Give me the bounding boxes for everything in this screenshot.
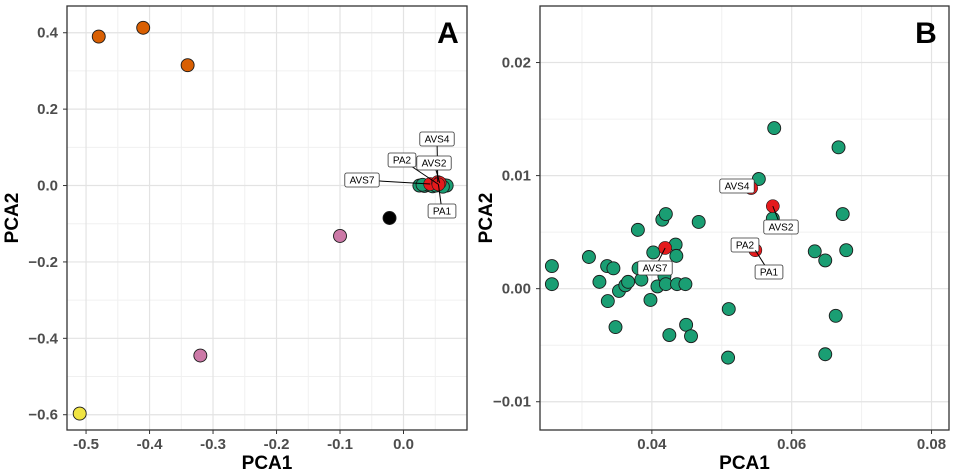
point-label: PA2 <box>736 241 755 252</box>
x-tick-label: -0.1 <box>327 436 353 453</box>
y-tick-label: 0.2 <box>37 101 58 118</box>
x-axis-title: PCA1 <box>242 453 293 474</box>
y-tick-label: 0.00 <box>502 281 531 298</box>
x-tick-label: 0.04 <box>637 436 667 453</box>
point-green <box>807 244 822 259</box>
point-green <box>643 293 658 307</box>
x-tick-label: 0.0 <box>393 436 414 453</box>
panel-letter: B <box>915 17 937 50</box>
x-axis-title: PCA1 <box>719 453 770 474</box>
y-axis-title: PCA2 <box>476 193 497 244</box>
label-box <box>754 264 784 280</box>
x-tick-label: 0.08 <box>917 436 946 453</box>
y-tick-label: −0.4 <box>28 330 58 347</box>
point-green <box>592 274 607 289</box>
point-pink <box>333 229 347 243</box>
point-label: PA1 <box>760 268 779 279</box>
y-tick-label: −0.01 <box>493 394 531 411</box>
point-green <box>721 350 736 365</box>
plot-border <box>539 5 950 431</box>
point-label: AVS2 <box>422 159 447 170</box>
label-box <box>416 155 452 171</box>
label-box <box>344 172 380 188</box>
point-green <box>767 121 782 136</box>
point-label: AVS7 <box>643 264 668 275</box>
point-orange <box>136 20 151 35</box>
point-orange <box>180 58 195 73</box>
label-box <box>419 131 455 147</box>
plot-border <box>66 5 468 431</box>
point-green <box>828 308 843 323</box>
point-black <box>382 211 397 225</box>
point-green <box>669 248 684 263</box>
x-tick-label: -0.2 <box>264 436 290 453</box>
label-box <box>763 219 799 235</box>
point-green <box>662 328 677 342</box>
point-yellow <box>72 406 87 421</box>
point-label: AVS4 <box>725 182 750 193</box>
point-green <box>684 329 698 344</box>
point-green <box>630 222 645 237</box>
point-green <box>818 253 833 268</box>
panel-b: 0.04 0.06 0.08 0.02 0.01 0.00 −0.01 PCA1 PCA2 B AV… <box>476 5 950 474</box>
x-tick-label: 0.06 <box>777 436 806 453</box>
point-green <box>839 243 854 258</box>
y-tick-label: 0.0 <box>37 178 58 195</box>
y-tick-label: 0.02 <box>502 55 531 72</box>
point-green <box>600 294 615 309</box>
y-tick-label: −0.2 <box>28 254 58 271</box>
panel-letter: A <box>437 17 459 50</box>
point-green <box>691 215 706 229</box>
point-green <box>658 207 673 221</box>
panel-a: -0.5 -0.4 -0.3 -0.2 -0.1 0.0 0.4 0.2 0.0 −0.2 −0.4… <box>2 5 468 474</box>
x-tick-label: -0.4 <box>137 436 164 453</box>
point-label: PA2 <box>393 156 412 167</box>
point-label: AVS7 <box>350 176 375 187</box>
point-green <box>581 250 596 264</box>
x-tick-label: -0.5 <box>73 436 99 453</box>
point-green <box>606 261 621 276</box>
point-label: PA1 <box>433 207 452 218</box>
label-box <box>730 237 760 253</box>
point-label: AVS2 <box>769 223 794 234</box>
point-label: AVS4 <box>425 135 450 146</box>
point-green <box>818 347 833 362</box>
point-green <box>646 245 661 260</box>
point-orange <box>91 29 106 44</box>
y-tick-label: 0.4 <box>37 25 59 42</box>
y-tick-label: 0.01 <box>502 168 531 185</box>
point-green <box>678 277 693 292</box>
label-box <box>387 152 417 168</box>
point-pink <box>193 348 208 363</box>
label-box <box>427 203 457 219</box>
point-green <box>621 274 636 289</box>
point-green <box>608 320 623 335</box>
point-green <box>831 140 846 155</box>
label-box <box>719 178 755 194</box>
point-green <box>544 259 559 274</box>
y-tick-label: −0.6 <box>28 407 58 424</box>
y-axis-title: PCA2 <box>2 193 23 244</box>
label-box <box>637 260 673 276</box>
point-green <box>835 207 850 221</box>
point-green <box>721 302 736 316</box>
x-tick-label: -0.3 <box>200 436 226 453</box>
point-green <box>544 277 559 292</box>
